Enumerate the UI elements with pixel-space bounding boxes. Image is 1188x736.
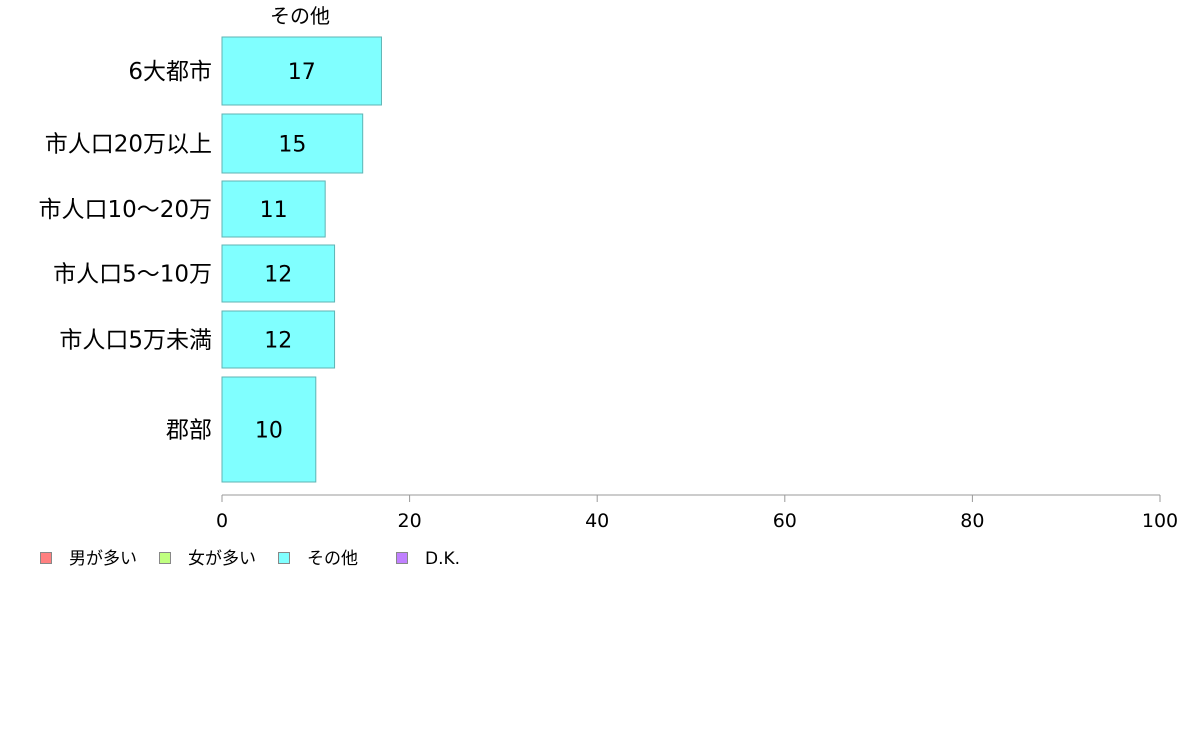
legend-label: 男が多い: [69, 549, 137, 569]
bar: [221, 113, 364, 174]
legend-label: 女が多い: [188, 549, 256, 569]
data-label: 11: [260, 198, 288, 223]
category-label: 市人口5万未満: [59, 328, 212, 354]
bar: [221, 180, 326, 238]
legend-label: その他: [307, 549, 358, 569]
data-label: 17: [288, 60, 316, 85]
bar: [221, 244, 336, 303]
legend-swatch: [396, 552, 408, 564]
data-label: 12: [264, 329, 292, 354]
data-label: 10: [255, 419, 283, 444]
category-label: 6大都市: [128, 59, 212, 85]
x-tick-label: 100: [1142, 510, 1178, 532]
chart-title: その他: [270, 4, 330, 28]
bar: [221, 36, 382, 106]
data-label: 12: [264, 263, 292, 288]
category-label: 市人口10〜20万: [38, 197, 212, 223]
x-tick-label: 80: [960, 510, 984, 532]
category-label: 市人口20万以上: [45, 132, 212, 158]
x-tick-label: 40: [585, 510, 609, 532]
legend: 男が多い 女が多い その他 D.K.: [40, 548, 600, 570]
x-tick-label: 0: [216, 510, 228, 532]
category-label: 郡部: [166, 418, 212, 444]
legend-label: D.K.: [425, 549, 461, 569]
data-label: 15: [278, 133, 306, 158]
bar: [221, 376, 317, 483]
bar: [221, 310, 336, 369]
legend-swatch: [40, 552, 52, 564]
category-label: 市人口5〜10万: [53, 262, 212, 288]
legend-swatch: [278, 552, 290, 564]
x-tick-label: 60: [773, 510, 797, 532]
x-tick-label: 20: [398, 510, 422, 532]
legend-swatch: [159, 552, 171, 564]
